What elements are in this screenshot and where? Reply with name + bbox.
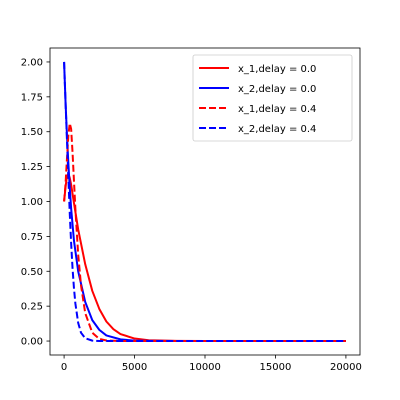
x-axis: 0 5000 10000 15000 20000 — [61, 355, 362, 373]
legend-frame — [192, 54, 353, 142]
x-tick-label: 15000 — [260, 362, 292, 373]
x-tick-label: 10000 — [189, 362, 221, 373]
x-tick-label: 20000 — [330, 362, 362, 373]
y-tick-label: 2.00 — [21, 57, 43, 68]
series-layer — [63, 61, 346, 343]
y-tick-label: 0.00 — [21, 337, 43, 348]
legend: x_1,delay = 0.0 x_2,delay = 0.0 x_1,delay … — [192, 54, 353, 142]
y-tick-label: 0.50 — [21, 267, 43, 278]
y-tick-label: 1.25 — [21, 162, 43, 173]
legend-label-2: x_1,delay = 0.4 — [238, 104, 316, 115]
y-tick-label: 1.00 — [21, 197, 43, 208]
y-axis: 0.00 0.25 0.50 0.75 1.00 1.25 1.50 1.75 2.00 — [21, 57, 50, 348]
x-tick-label: 5000 — [122, 362, 147, 373]
x-tick-label: 0 — [61, 362, 67, 373]
y-tick-label: 0.25 — [21, 302, 43, 313]
legend-label-1: x_2,delay = 0.0 — [238, 84, 316, 95]
series-line-3 — [63, 61, 346, 343]
plot-area — [49, 47, 361, 356]
legend-label-0: x_1,delay = 0.0 — [238, 64, 316, 75]
legend-label-3: x_2,delay = 0.4 — [238, 124, 316, 135]
y-tick-label: 1.75 — [21, 92, 43, 103]
y-tick-label: 0.75 — [21, 232, 43, 243]
y-tick-label: 1.50 — [21, 127, 43, 138]
